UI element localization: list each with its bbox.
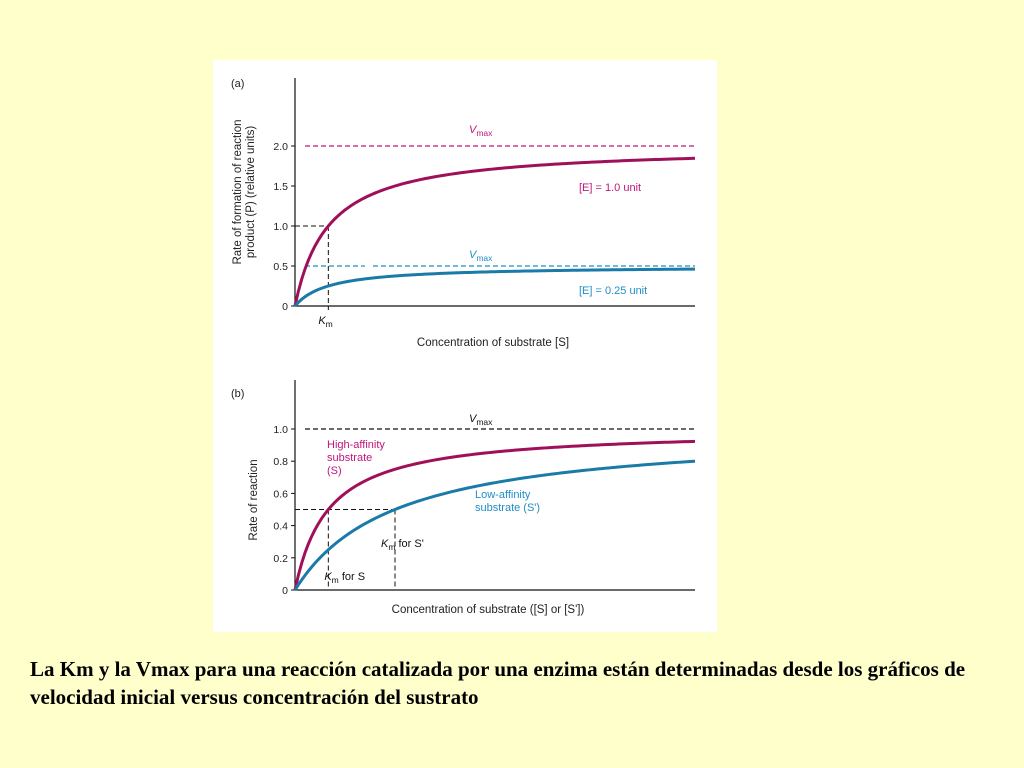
panel-b-x-axis-title: Concentration of substrate ([S] or [S']) <box>392 604 585 616</box>
panel-b-km-s-label: Km for S <box>324 571 365 585</box>
panel-a-y-tick-label: 0 <box>282 301 288 313</box>
caption-text: La Km y la Vmax para una reacción catali… <box>30 657 966 709</box>
panel-a-series-high-label: [E] = 1.0 unit <box>579 182 641 194</box>
panel-b-y-tick-label: 0.2 <box>273 553 288 565</box>
panel-a-y-tick-label: 1.5 <box>273 181 288 193</box>
panel-a-y-axis-title: Rate of formation of reactionproduct (P)… <box>232 119 257 264</box>
panel-a-vmax-label-high: Vmax <box>469 124 493 138</box>
panel-b-high-affinity-label: High-affinity <box>327 439 385 451</box>
panel-b-low-affinity-label: substrate (S') <box>475 502 540 514</box>
panel-b-km-sprime-label: Km for S' <box>381 538 424 552</box>
panel-b-y-tick-label: 0 <box>282 585 288 597</box>
panel-a-x-tick-label: Km <box>318 315 332 329</box>
panel-b-low-affinity-label: Low-affinity <box>475 489 531 501</box>
panel-b-high-affinity-label: (S) <box>327 465 342 477</box>
panel-a-series-low-label: [E] = 0.25 unit <box>579 285 647 297</box>
panel-b-vmax-label: Vmax <box>469 413 493 427</box>
panel-b-y-tick-label: 0.8 <box>273 456 288 468</box>
panel-b-y-tick-label: 0.6 <box>273 488 288 500</box>
panel-b-series-high-affinity <box>293 439 696 591</box>
figure-panel: (a) 0 0.5 1.0 1.5 2.0 Rate of formation of rea… <box>213 60 717 632</box>
kinetics-figure: (a) 0 0.5 1.0 1.5 2.0 Rate of formation of rea… <box>231 78 696 616</box>
panel-b-y-tick-label: 0.4 <box>273 521 288 533</box>
panel-a-y-tick-label: 0.5 <box>273 261 288 273</box>
panel-b-y-tick-label: 1.0 <box>273 424 288 436</box>
panel-b-series-low-affinity <box>293 459 696 591</box>
panel-a-series-high <box>293 156 696 307</box>
panel-a-label: (a) <box>231 78 244 90</box>
panel-a-series-low <box>293 267 696 308</box>
panel-a-y-tick-label: 2.0 <box>273 141 288 153</box>
panel-a-x-axis-title: Concentration of substrate [S] <box>417 337 569 349</box>
panel-b-y-axis-title: Rate of reaction <box>248 459 260 540</box>
panel-a-vmax-label-low: Vmax <box>469 249 493 263</box>
panel-b-high-affinity-label: substrate <box>327 452 372 464</box>
panel-a-y-tick-label: 1.0 <box>273 221 288 233</box>
panel-b-label: (b) <box>231 388 244 400</box>
